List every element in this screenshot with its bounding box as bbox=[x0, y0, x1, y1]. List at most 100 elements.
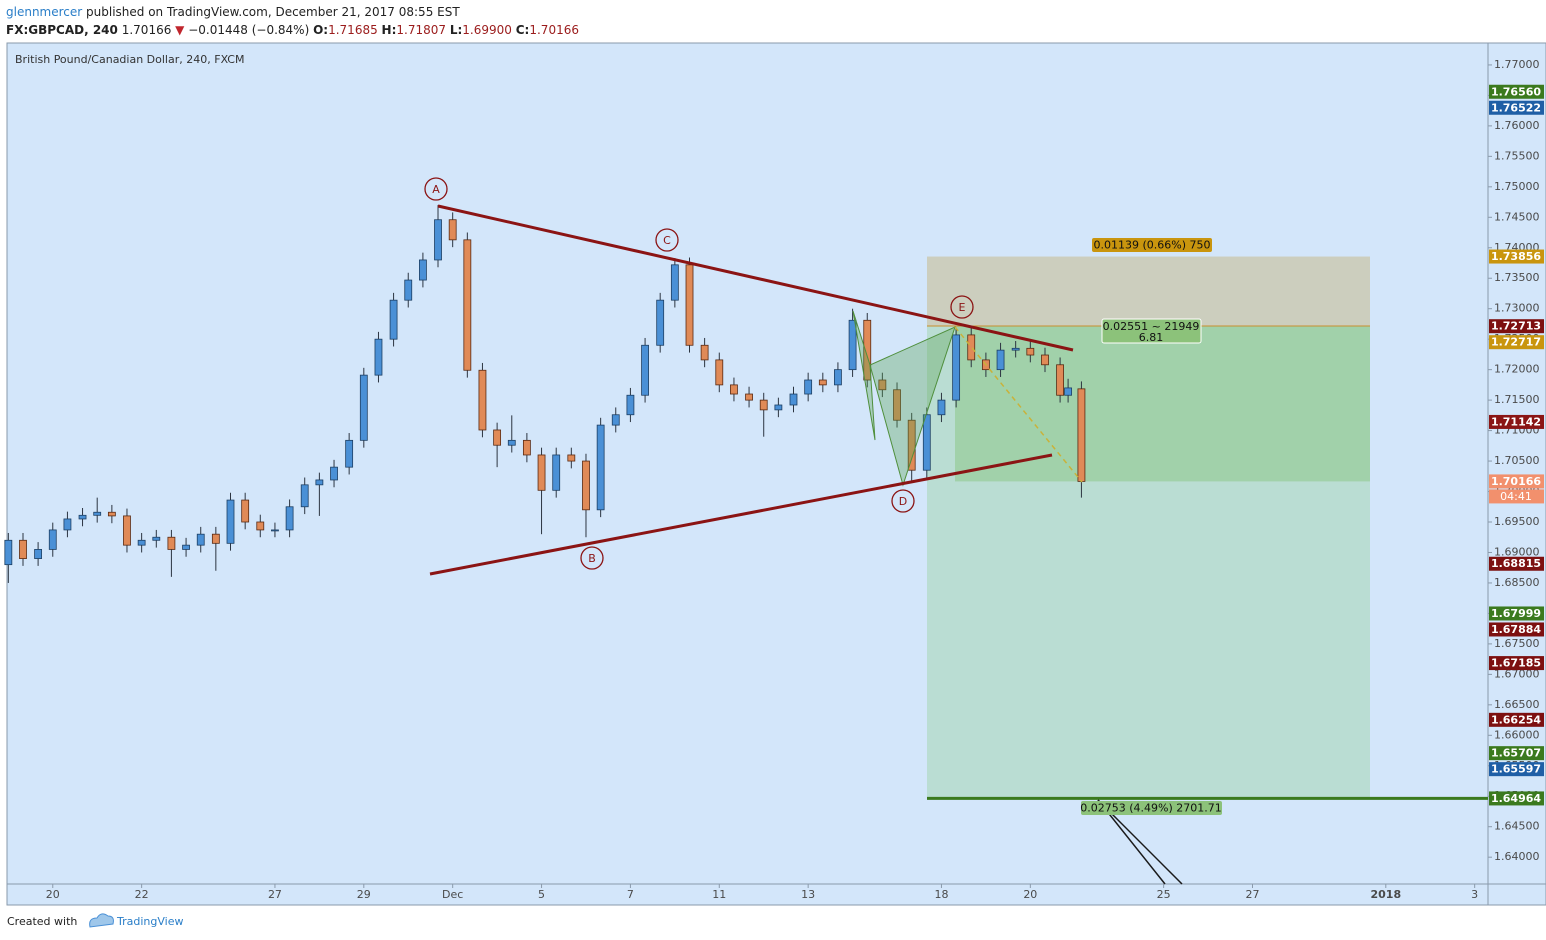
y-tick-label: 1.68500 bbox=[1494, 576, 1540, 589]
x-tick-label: 5 bbox=[538, 888, 545, 901]
candle-body bbox=[285, 506, 294, 531]
author[interactable]: glennmercer bbox=[6, 5, 82, 19]
price-badge bbox=[1489, 556, 1544, 571]
position-badge bbox=[1101, 318, 1202, 344]
candle-body bbox=[330, 466, 338, 481]
candle-body bbox=[730, 384, 738, 395]
y-tick-label: 1.67500 bbox=[1494, 637, 1540, 650]
x-tick-label: 7 bbox=[627, 888, 634, 901]
price-badge-label: 1.67884 bbox=[1491, 623, 1541, 636]
candle-body bbox=[863, 319, 872, 381]
candle-body bbox=[626, 394, 635, 416]
footer-brand[interactable]: TradingView bbox=[116, 915, 183, 928]
candle-body bbox=[478, 369, 487, 431]
price-badge bbox=[1489, 622, 1544, 637]
y-tick-label: 1.71500 bbox=[1494, 393, 1540, 406]
x-tick-label: Dec bbox=[442, 888, 463, 901]
price-badge bbox=[1489, 606, 1544, 621]
candle-body bbox=[1077, 388, 1086, 482]
wave-circle bbox=[424, 177, 448, 201]
y-tick-label: 1.70500 bbox=[1494, 454, 1540, 467]
dashed-line bbox=[954, 326, 1083, 483]
candle-body bbox=[507, 439, 516, 446]
candle-body bbox=[552, 454, 561, 491]
candle-body bbox=[567, 454, 576, 462]
candle-body bbox=[419, 259, 427, 281]
price-badge-label: 1.65597 bbox=[1491, 763, 1541, 776]
target-badge bbox=[1092, 238, 1212, 252]
ratio-text: 6.81 bbox=[1139, 331, 1164, 344]
candle-body bbox=[63, 518, 72, 531]
axes: 1.640001.645001.650001.655001.660001.665… bbox=[46, 58, 1544, 901]
candle-body bbox=[1011, 347, 1020, 351]
wave-circle bbox=[655, 228, 679, 252]
x-tick-label: 27 bbox=[268, 888, 282, 901]
candle-body bbox=[167, 536, 176, 550]
candle-body bbox=[700, 344, 709, 361]
x-tick-label: 20 bbox=[1023, 888, 1037, 901]
candle-body bbox=[878, 379, 887, 391]
price-badge-label: 1.67999 bbox=[1491, 607, 1541, 620]
candle-body bbox=[152, 536, 161, 541]
ohlc-key: H: bbox=[382, 23, 397, 37]
change: −0.01448 (−0.84%) bbox=[188, 23, 309, 37]
x-tick-label: 13 bbox=[801, 888, 815, 901]
candle-body bbox=[107, 511, 116, 517]
target-text: 0.01139 (0.66%) 750 bbox=[1093, 239, 1210, 252]
candle-body bbox=[715, 359, 724, 386]
y-tick-label: 1.66000 bbox=[1494, 728, 1540, 741]
y-tick-label: 1.69000 bbox=[1494, 545, 1540, 558]
footer-created: Created with bbox=[7, 915, 77, 928]
candles bbox=[4, 205, 1086, 583]
ohlc-value: 1.71685 bbox=[328, 23, 378, 37]
symbol: FX:GBPCAD, 240 bbox=[6, 23, 118, 37]
open-position-zone bbox=[955, 325, 1370, 482]
price-badge bbox=[1489, 319, 1544, 334]
price-badge-label: 1.68815 bbox=[1491, 557, 1541, 570]
x-tick-label: 29 bbox=[357, 888, 371, 901]
stop-zone bbox=[927, 325, 1370, 799]
candle-body bbox=[448, 219, 457, 241]
wave-circle bbox=[580, 546, 604, 570]
y-tick-label: 1.72000 bbox=[1494, 363, 1540, 376]
price-badge-label: 1.73856 bbox=[1491, 250, 1541, 263]
candle-body bbox=[256, 521, 265, 531]
x-tick-label: 3 bbox=[1471, 888, 1478, 901]
candle-body bbox=[4, 539, 13, 566]
x-tick-label: 18 bbox=[934, 888, 948, 901]
price-badge-label: 1.76522 bbox=[1491, 101, 1541, 114]
ohlc-value: 1.69900 bbox=[462, 23, 512, 37]
y-tick-label: 1.75000 bbox=[1494, 180, 1540, 193]
candle-body bbox=[922, 414, 931, 471]
y-tick-label: 1.69500 bbox=[1494, 515, 1540, 528]
symbol-line: FX:GBPCAD, 240 1.70166 ▼ −0.01448 (−0.84… bbox=[6, 23, 579, 37]
candle-body bbox=[789, 393, 798, 406]
price-badge bbox=[1489, 656, 1544, 671]
x-tick-label: 22 bbox=[135, 888, 149, 901]
brand-logo[interactable] bbox=[89, 913, 114, 928]
candle-body bbox=[1041, 354, 1049, 366]
candle-body bbox=[182, 544, 190, 550]
candle-body bbox=[315, 479, 324, 486]
x-tick-label: 2018 bbox=[1370, 888, 1401, 901]
trendline-upper bbox=[437, 204, 1074, 352]
candle-body bbox=[848, 319, 857, 371]
ohlc-value: 1.71807 bbox=[396, 23, 446, 37]
ohlc-key: L: bbox=[450, 23, 462, 37]
target-zone bbox=[927, 256, 1370, 326]
price-badge bbox=[1489, 712, 1544, 727]
header-line: glennmercer published on TradingView.com… bbox=[6, 5, 460, 19]
published: published on TradingView.com, December 2… bbox=[86, 5, 460, 19]
price-badge-label: 1.64964 bbox=[1491, 792, 1541, 805]
candle-body bbox=[374, 338, 383, 376]
x-tick-label: 27 bbox=[1245, 888, 1259, 901]
wave-label: A bbox=[432, 183, 440, 196]
candle-body bbox=[656, 299, 665, 346]
candle-body bbox=[359, 374, 368, 441]
candle-body bbox=[582, 460, 590, 511]
countdown-badge bbox=[1489, 489, 1544, 504]
candle-body bbox=[1056, 364, 1064, 396]
countdown: 04:41 bbox=[1500, 490, 1532, 503]
y-tick-label: 1.67000 bbox=[1494, 667, 1540, 680]
